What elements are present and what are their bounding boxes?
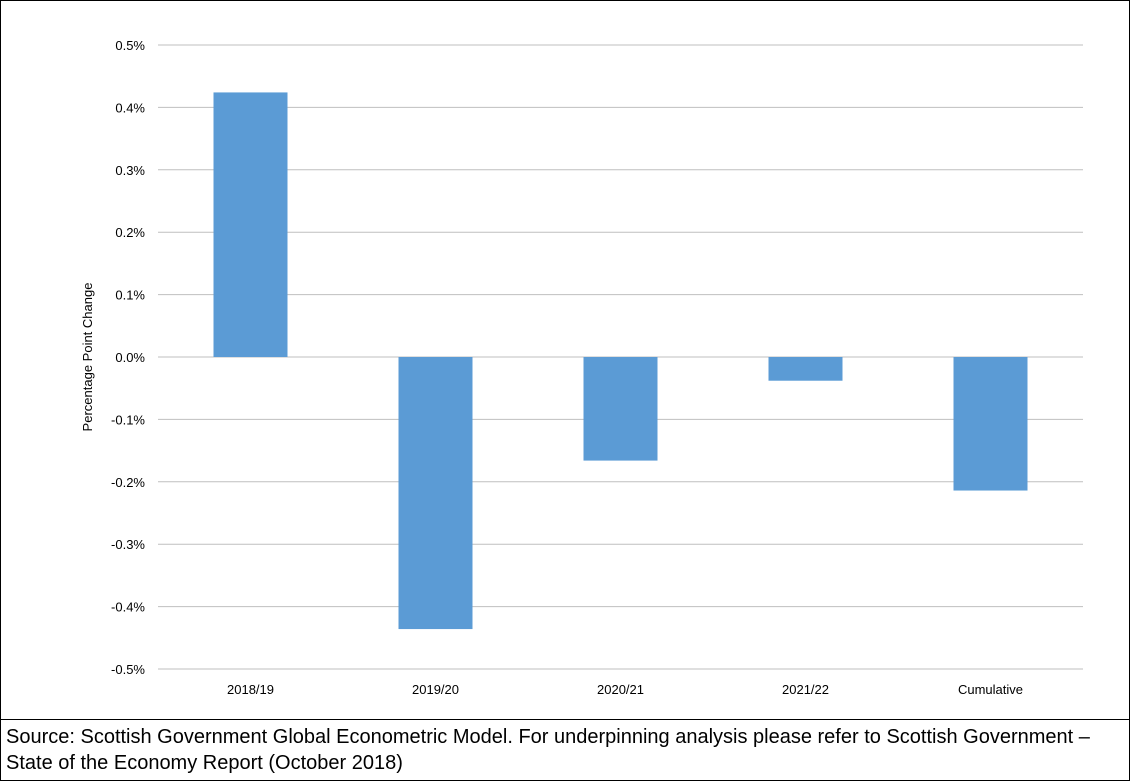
bars [213,92,1028,630]
y-tick-label: -0.2% [111,475,145,490]
y-tick-label: -0.4% [111,600,145,615]
y-axis-title: Percentage Point Change [80,283,95,432]
gridlines [158,44,1083,670]
bar-2020-21 [583,357,658,461]
bar-2021-22 [768,357,843,381]
bar-2019-20 [398,357,473,630]
y-tick-label: 0.0% [115,350,145,365]
x-tick-label: 2021/22 [782,682,829,697]
y-tick-label: -0.1% [111,412,145,427]
bar-cumulative [953,357,1028,491]
y-tick-labels: 0.5% 0.4% 0.3% 0.2% 0.1% 0.0% -0.1% -0.2% -0.3% -… [111,38,145,677]
y-tick-label: -0.5% [111,662,145,677]
x-tick-label: 2020/21 [597,682,644,697]
source-divider [0,719,1130,720]
x-tick-label: 2019/20 [412,682,459,697]
y-tick-label: 0.3% [115,163,145,178]
x-tick-labels: 2018/19 2019/20 2020/21 2021/22 Cumulative [227,682,1023,697]
bar-chart: 0.5% 0.4% 0.3% 0.2% 0.1% 0.0% -0.1% -0.2% -0.3% -… [80,38,1083,697]
bar-2018-19 [213,92,288,357]
y-tick-label: 0.4% [115,100,145,115]
x-tick-label: Cumulative [958,682,1023,697]
y-tick-label: 0.5% [115,38,145,53]
y-tick-label: -0.3% [111,537,145,552]
y-tick-label: 0.2% [115,225,145,240]
source-note: Source: Scottish Government Global Econo… [6,726,1090,774]
x-tick-label: 2018/19 [227,682,274,697]
y-tick-label: 0.1% [115,288,145,303]
